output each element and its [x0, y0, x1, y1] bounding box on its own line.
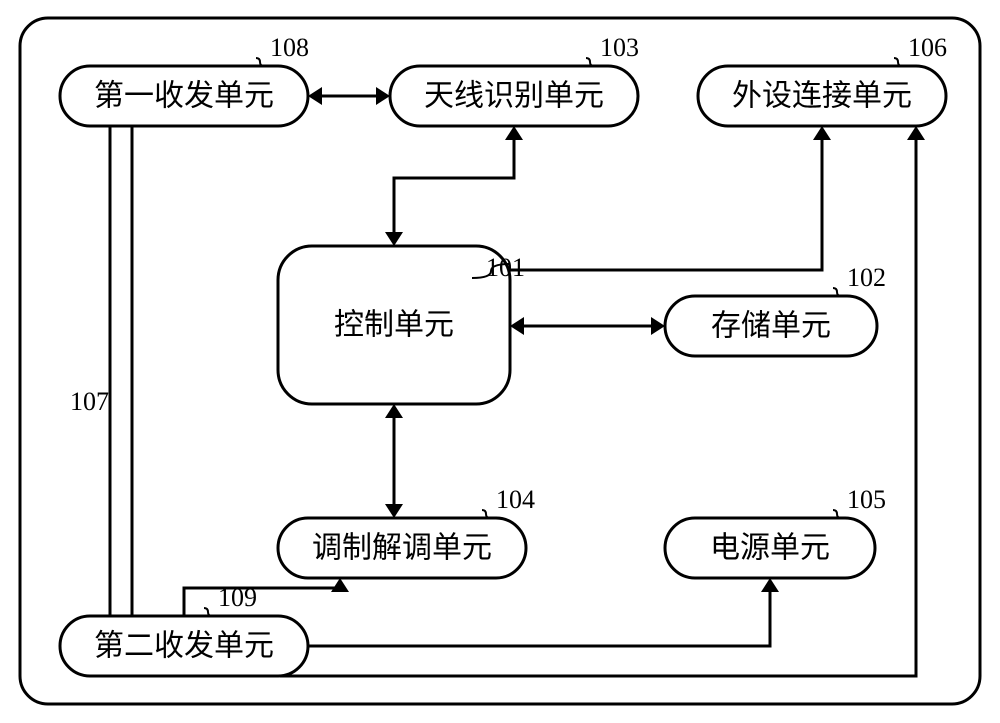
node-n104: 调制解调单元104 — [278, 485, 535, 578]
label-107: 107 — [70, 387, 109, 416]
node-label: 天线识别单元 — [424, 80, 604, 113]
node-n103: 天线识别单元 103 — [390, 33, 639, 126]
node-number: 103 — [600, 33, 639, 62]
edge — [510, 126, 831, 270]
block-diagram: 第一收发单元 108 天线识别单元 103 外设连接单元 106 控制单元101 存储单元 10… — [0, 0, 1000, 723]
node-n105: 电源单元 105 — [665, 485, 886, 578]
node-n102: 存储单元 102 — [665, 263, 886, 356]
node-n106: 外设连接单元 106 — [698, 33, 947, 126]
node-label: 外设连接单元 — [732, 80, 912, 113]
node-number: 105 — [847, 485, 886, 514]
node-number: 109 — [218, 583, 257, 612]
node-label: 控制单元 — [334, 309, 454, 342]
node-number: 102 — [847, 263, 886, 292]
node-label: 第二收发单元 — [94, 630, 274, 663]
edge — [385, 404, 403, 518]
node-label: 调制解调单元 — [312, 532, 492, 565]
node-label: 电源单元 — [710, 532, 830, 565]
node-n101: 控制单元101 — [278, 246, 525, 404]
edge — [308, 578, 779, 646]
edge — [510, 317, 665, 335]
node-number: 106 — [908, 33, 947, 62]
node-number: 104 — [496, 485, 535, 514]
edge — [308, 87, 390, 105]
nodes-layer: 第一收发单元 108 天线识别单元 103 外设连接单元 106 控制单元101 存储单元 10… — [60, 33, 947, 676]
node-n108: 第一收发单元 108 — [60, 33, 309, 126]
edge — [385, 126, 523, 246]
node-label: 存储单元 — [711, 310, 831, 343]
node-label: 第一收发单元 — [94, 80, 274, 113]
node-number: 108 — [270, 33, 309, 62]
